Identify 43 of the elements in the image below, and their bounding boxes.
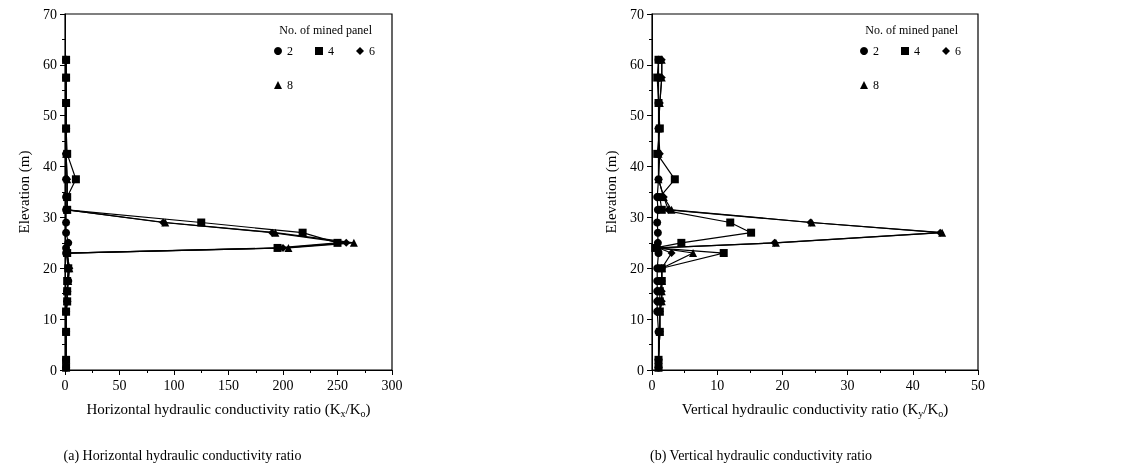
y-tick-label: 50: [630, 108, 644, 124]
x-tick-label: 200: [272, 377, 294, 393]
legend-label: 6: [369, 44, 375, 58]
x-tick-label: 50: [971, 377, 985, 393]
legend-title: No. of mined panel: [279, 23, 373, 37]
legend-label: 6: [955, 44, 961, 58]
x-tick-label: 300: [381, 377, 403, 393]
y-tick-label: 60: [630, 57, 644, 73]
x-tick-label: 30: [840, 377, 855, 393]
y-tick-label: 10: [43, 311, 57, 327]
x-tick-label: 20: [775, 377, 790, 393]
legend-title: No. of mined panel: [865, 23, 959, 37]
legend-label: 8: [873, 78, 879, 92]
y-tick-label: 10: [630, 311, 644, 327]
y-tick-label: 70: [630, 6, 644, 22]
y-tick-label: 40: [630, 159, 644, 175]
x-tick-label: 10: [710, 377, 725, 393]
text: (b) Vertical hydraulic conductivity ratio: [650, 447, 873, 464]
y-tick-label: 20: [43, 260, 57, 276]
text: (a) Horizontal hydraulic conductivity ratio: [63, 447, 302, 464]
y-axis-title: Elevation (m): [15, 150, 33, 234]
x-tick-label: 150: [218, 377, 239, 393]
y-tick-label: 30: [630, 209, 644, 225]
legend-label: 4: [328, 44, 334, 58]
y-axis-title: Elevation (m): [602, 150, 620, 234]
legend-label: 2: [873, 44, 879, 58]
y-tick-label: 30: [43, 209, 57, 225]
legend-label: 8: [287, 78, 293, 92]
y-tick-label: 50: [43, 108, 57, 124]
x-tick-label: 40: [905, 377, 920, 393]
y-tick-label: 0: [637, 362, 644, 378]
legend-label: 2: [287, 44, 293, 58]
x-tick-label: 50: [112, 377, 127, 393]
x-tick-label: 100: [163, 377, 185, 393]
y-tick-label: 40: [43, 159, 57, 175]
x-tick-label: 0: [61, 377, 69, 393]
x-tick-label: 0: [648, 377, 656, 393]
x-tick-label: 250: [327, 377, 348, 393]
y-tick-label: 60: [43, 57, 57, 73]
y-tick-label: 0: [50, 362, 57, 378]
y-tick-label: 20: [630, 260, 644, 276]
y-tick-label: 70: [43, 6, 57, 22]
legend-label: 4: [914, 44, 920, 58]
